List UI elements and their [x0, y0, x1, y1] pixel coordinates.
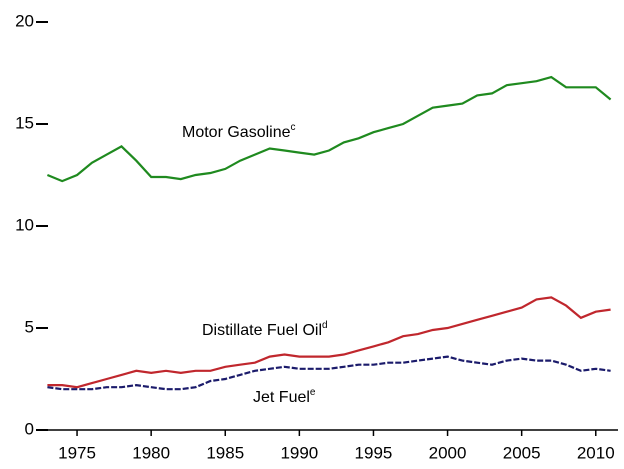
- series-note: e: [310, 387, 316, 398]
- y-tick-label: 5: [25, 317, 34, 336]
- x-tick-label: 1980: [132, 443, 170, 462]
- series-name: Jet Fuel: [253, 389, 310, 406]
- series-label: Distillate Fuel Oild: [202, 320, 328, 340]
- series-line: [47, 296, 611, 389]
- series-name: Motor Gasoline: [182, 124, 291, 141]
- y-tick-label: 15: [15, 113, 34, 132]
- x-tick-label: 1990: [280, 443, 318, 462]
- series-note: c: [291, 122, 296, 133]
- x-tick-label: 2010: [577, 443, 615, 462]
- x-tick-label: 2000: [429, 443, 467, 462]
- series-line: [46, 75, 612, 183]
- series-label: Motor Gasolinec: [182, 122, 296, 142]
- y-tick-label: 20: [15, 11, 34, 30]
- x-tick-label: 1975: [58, 443, 96, 462]
- y-tick-label: 10: [15, 215, 34, 234]
- series-name: Distillate Fuel Oil: [202, 322, 322, 339]
- series-note: d: [322, 320, 328, 331]
- y-tick-label: 0: [25, 419, 34, 438]
- x-tick-label: 1995: [355, 443, 393, 462]
- series-line: [47, 355, 611, 391]
- series-label: Jet Fuele: [253, 387, 316, 407]
- x-tick-label: 2005: [503, 443, 541, 462]
- x-tick-label: 1985: [206, 443, 244, 462]
